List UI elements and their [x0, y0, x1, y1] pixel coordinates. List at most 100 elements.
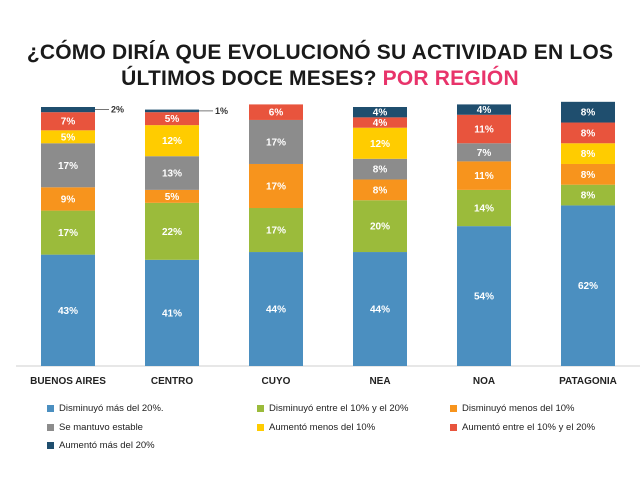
data-label: 44%	[266, 305, 286, 316]
chart-title: ¿CÓMO DIRÍA QUE EVOLUCIONÓ SU ACTIVIDAD …	[0, 40, 640, 92]
data-label: 8%	[581, 128, 596, 139]
legend-label: Disminuyó menos del 10%	[462, 403, 575, 414]
data-label: 11%	[474, 125, 494, 136]
data-label: 2%	[111, 105, 124, 115]
bar-segment	[249, 208, 303, 253]
data-label: 43%	[58, 306, 78, 317]
data-label: 4%	[373, 118, 388, 129]
data-label: 9%	[61, 194, 76, 205]
bar-segment	[457, 114, 511, 144]
chart-title-main: ÚLTIMOS DOCE MESES?	[121, 67, 377, 90]
bar-segment	[457, 189, 511, 227]
bar-segment	[249, 104, 303, 120]
bar-segment	[41, 210, 95, 255]
legend-label: Aumentó entre el 10% y el 20%	[462, 422, 596, 433]
legend-swatch	[450, 405, 457, 412]
data-label: 11%	[474, 171, 494, 182]
data-label: 17%	[266, 181, 286, 192]
chart-title-accent: POR REGIÓN	[382, 67, 519, 90]
bar-segment	[41, 143, 95, 188]
data-label: 8%	[373, 185, 388, 196]
data-label: 44%	[370, 305, 390, 316]
bar-segment	[145, 112, 199, 126]
data-label: 13%	[162, 169, 182, 180]
bar-segment	[41, 130, 95, 144]
bar-segment	[41, 112, 95, 131]
data-label: 62%	[578, 281, 598, 292]
legend-label: Aumentó más del 20%	[59, 440, 155, 451]
bar-segment	[41, 107, 95, 113]
data-label: 14%	[474, 204, 494, 215]
legend-label: Se mantuvo estable	[59, 422, 143, 433]
legend-item: Disminuyó entre el 10% y el 20%	[257, 403, 408, 414]
data-label: 7%	[61, 117, 76, 128]
legend-item: Disminuyó más del 20%.	[47, 403, 164, 414]
data-label: 5%	[165, 114, 180, 125]
legend-swatch	[257, 424, 264, 431]
data-label: 8%	[581, 191, 596, 202]
bar-segment	[457, 226, 511, 366]
data-label: 20%	[370, 222, 390, 233]
data-label: 41%	[162, 308, 182, 319]
legend-item: Aumentó menos del 10%	[257, 422, 375, 433]
bar-segment	[353, 179, 407, 201]
bar-segment	[353, 117, 407, 128]
data-label: 4%	[373, 108, 388, 119]
bar-segment	[457, 143, 511, 162]
legend-label: Aumentó menos del 10%	[269, 422, 376, 433]
legend-label: Disminuyó entre el 10% y el 20%	[269, 403, 409, 414]
bar-segment	[353, 158, 407, 180]
data-label: 5%	[61, 132, 76, 143]
data-label: 17%	[266, 137, 286, 148]
legend-item: Aumentó más del 20%	[47, 440, 155, 451]
bar-segment	[561, 205, 615, 366]
legend-item: Aumentó entre el 10% y el 20%	[450, 422, 595, 433]
legend-swatch	[257, 405, 264, 412]
data-label: 8%	[581, 108, 596, 119]
bar-segment	[249, 119, 303, 164]
data-label: 22%	[162, 227, 182, 238]
bar-segment	[249, 252, 303, 366]
bar-segment	[561, 163, 615, 185]
category-label: PATAGONIA	[559, 376, 617, 387]
bar-segment	[353, 127, 407, 159]
bar-segment	[145, 125, 199, 157]
category-label: NEA	[369, 376, 390, 387]
data-label: 12%	[370, 139, 390, 150]
bar-segment	[561, 101, 615, 123]
legend-swatch	[47, 442, 54, 449]
bar-segment	[353, 107, 407, 118]
data-label: 17%	[266, 226, 286, 237]
bar-segment	[145, 109, 199, 113]
bar-segment	[561, 143, 615, 164]
legend-swatch	[47, 405, 54, 412]
legend-swatch	[47, 424, 54, 431]
data-label: 17%	[58, 228, 78, 239]
data-label: 7%	[477, 148, 492, 159]
bar-segment	[145, 202, 199, 260]
data-label: 17%	[58, 161, 78, 172]
bar-segment	[561, 184, 615, 206]
bar-segment	[41, 254, 95, 366]
bar-segment	[353, 200, 407, 253]
data-label: 4%	[477, 105, 492, 116]
bar-segment	[249, 163, 303, 209]
bar-segment	[353, 252, 407, 366]
data-label: 54%	[474, 292, 494, 303]
category-label: CUYO	[262, 376, 291, 387]
data-label: 1%	[215, 106, 228, 116]
legend-item: Se mantuvo estable	[47, 422, 143, 433]
category-label: BUENOS AIRES	[30, 376, 106, 387]
data-label: 8%	[581, 149, 596, 160]
data-label: 6%	[269, 108, 284, 119]
bar-segment	[145, 189, 199, 203]
category-label: NOA	[473, 376, 495, 387]
data-label: 8%	[581, 170, 596, 181]
data-label: 5%	[165, 192, 180, 203]
chart-title-line-1: ¿CÓMO DIRÍA QUE EVOLUCIONÓ SU ACTIVIDAD …	[26, 41, 614, 64]
data-label: 8%	[373, 165, 388, 176]
category-label: CENTRO	[151, 376, 193, 387]
bar-segment	[41, 187, 95, 211]
legend-label: Disminuyó más del 20%.	[59, 403, 164, 414]
